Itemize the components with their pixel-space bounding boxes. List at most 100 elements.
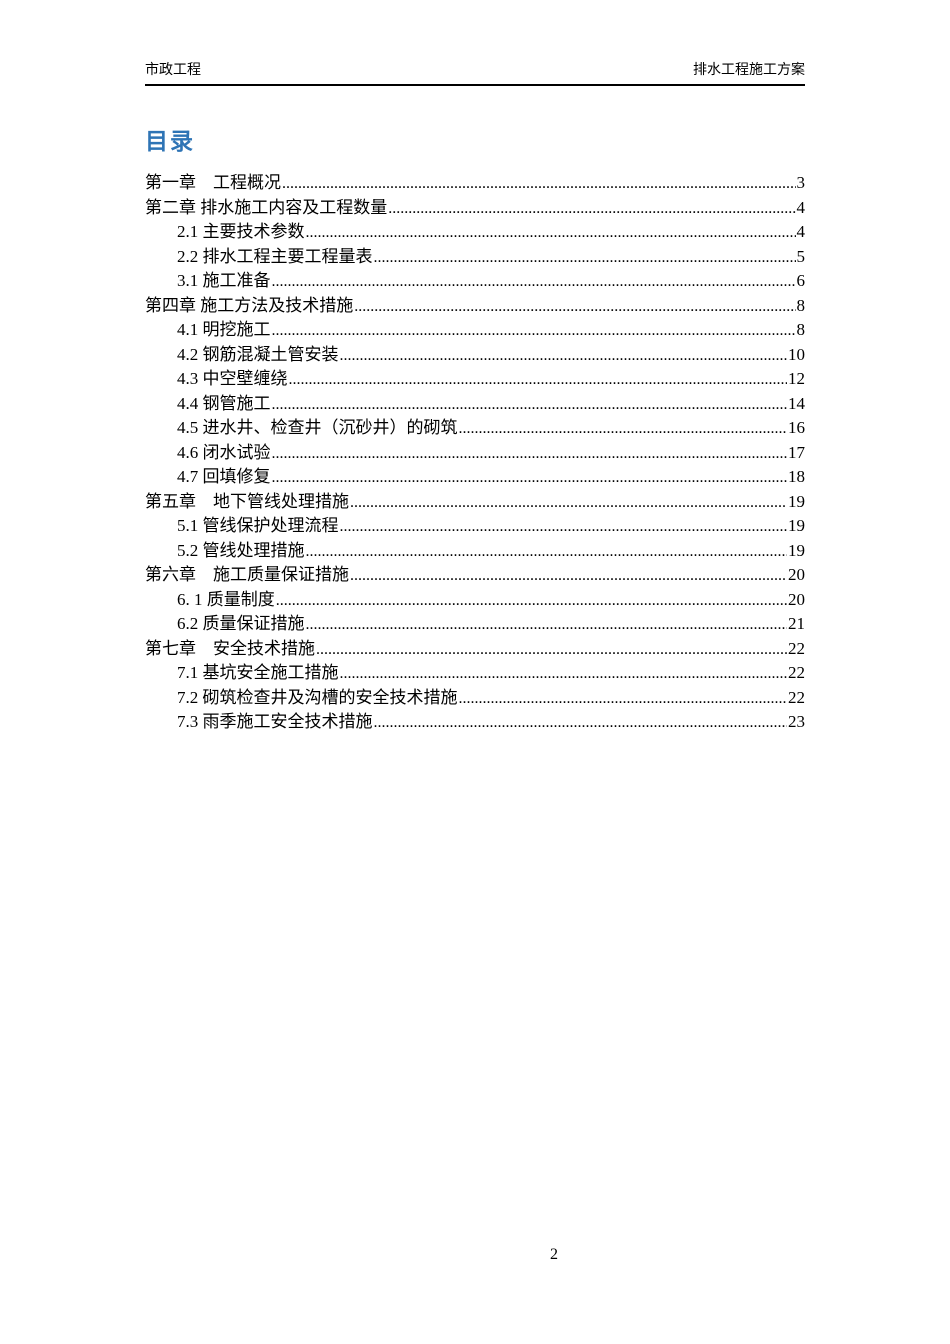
toc-leader-dots: ........................................… (373, 248, 796, 266)
page-header: 市政工程 排水工程施工方案 (145, 62, 805, 86)
toc-entry: 第一章 工程概况................................… (145, 171, 805, 196)
toc-entry-title: 6. 1 质量制度 (177, 589, 275, 609)
toc-entry: 第六章 施工质量保证措施............................… (145, 563, 805, 588)
toc-page-number: 19 (788, 491, 805, 511)
toc-page-number: 16 (788, 418, 805, 437)
footer-page-number: 2 (550, 1246, 558, 1263)
toc-page-number: 22 (788, 687, 805, 707)
toc-entry: 4.4 钢管施工................................… (145, 392, 805, 417)
toc-page-number: 3 (796, 173, 806, 192)
toc-entry: 5.1 管线保护处理流程............................… (145, 514, 805, 539)
toc-title: 目录 (145, 128, 195, 154)
toc-entry-title: 4.2 钢筋混凝土管安装 (177, 344, 339, 364)
toc-leader-dots: ........................................… (305, 542, 788, 560)
toc-entry-title: 3.1 施工准备 (177, 271, 271, 290)
toc-leader-dots: ........................................… (388, 199, 796, 217)
toc-entry: 4.2 钢筋混凝土管安装............................… (145, 343, 805, 368)
toc-entry-title: 第二章 排水施工内容及工程数量 (145, 197, 388, 217)
toc-page-number: 22 (788, 663, 805, 682)
toc-entry: 6.2 质量保证措施..............................… (145, 612, 805, 637)
toc-page-number: 12 (788, 369, 805, 388)
toc-entry-title: 第七章 安全技术措施 (145, 638, 315, 658)
toc-page-number: 6 (796, 271, 806, 290)
toc-entry-title: 4.6 闭水试验 (177, 442, 271, 462)
toc-entry-title: 4.3 中空壁缠绕 (177, 369, 288, 388)
toc-page-number: 8 (796, 320, 806, 339)
toc-leader-dots: ........................................… (271, 273, 796, 290)
toc-leader-dots: ........................................… (316, 640, 787, 658)
toc-leader-dots: ........................................… (288, 371, 788, 388)
toc-leader-dots: ........................................… (458, 689, 788, 707)
toc-leader-dots: ........................................… (305, 616, 788, 633)
toc-entry: 4.5 进水井、检查井（沉砂井）的砌筑.....................… (145, 416, 805, 441)
toc-leader-dots: ........................................… (271, 395, 788, 413)
toc-entry-title: 4.7 回填修复 (177, 467, 271, 486)
toc-entry: 6. 1 质量制度...............................… (145, 588, 805, 613)
toc-leader-dots: ........................................… (282, 175, 796, 192)
toc-entry: 4.7 回填修复................................… (145, 465, 805, 490)
toc-entry: 4.1 明挖施工................................… (145, 318, 805, 343)
toc-leader-dots: ........................................… (271, 444, 788, 462)
toc-leader-dots: ........................................… (339, 518, 788, 535)
toc-page-number: 4 (796, 222, 806, 241)
toc-entry: 第七章 安全技术措施..............................… (145, 637, 805, 662)
toc-page-number: 21 (788, 614, 805, 633)
toc-entry: 3.1 施工准备................................… (145, 269, 805, 294)
toc-entry-title: 4.1 明挖施工 (177, 320, 271, 339)
toc-leader-dots: ........................................… (373, 714, 788, 731)
toc-leader-dots: ........................................… (275, 591, 787, 609)
toc-leader-dots: ........................................… (305, 224, 796, 241)
toc-entry: 第五章 地下管线处理措施............................… (145, 490, 805, 515)
toc-entry-title: 2.1 主要技术参数 (177, 222, 305, 241)
toc-leader-dots: ........................................… (458, 420, 788, 437)
toc-entry-title: 5.1 管线保护处理流程 (177, 516, 339, 535)
toc-entry-title: 7.3 雨季施工安全技术措施 (177, 712, 373, 731)
toc-entry: 2.2 排水工程主要工程量表..........................… (145, 245, 805, 270)
header-left-text: 市政工程 (145, 63, 201, 78)
toc-entry-title: 第六章 施工质量保证措施 (145, 565, 349, 584)
toc-page-number: 20 (788, 589, 805, 609)
toc-page-number: 23 (788, 712, 805, 731)
toc-page-number: 22 (788, 638, 805, 658)
toc-entry: 4.6 闭水试验................................… (145, 441, 805, 466)
toc-entry-title: 2.2 排水工程主要工程量表 (177, 246, 373, 266)
toc-entry: 7.2 砌筑检查井及沟槽的安全技术措施.....................… (145, 686, 805, 711)
toc-leader-dots: ........................................… (339, 665, 788, 682)
toc-entry-title: 7.1 基坑安全施工措施 (177, 663, 339, 682)
toc-entry-title: 4.4 钢管施工 (177, 393, 271, 413)
toc-page-number: 20 (788, 565, 805, 584)
toc-entry: 第二章 排水施工内容及工程数量.........................… (145, 196, 805, 221)
toc-page-number: 17 (788, 442, 805, 462)
toc-page-number: 8 (796, 295, 806, 315)
toc-page-number: 19 (788, 540, 805, 560)
toc-entry-title: 第四章 施工方法及技术措施 (145, 295, 354, 315)
toc-leader-dots: ........................................… (271, 469, 788, 486)
toc-page-number: 10 (788, 344, 805, 364)
toc-leader-dots: ........................................… (350, 493, 787, 511)
page-footer: 2 (550, 1245, 558, 1265)
toc-entry: 4.3 中空壁缠绕...............................… (145, 367, 805, 392)
header-right-text: 排水工程施工方案 (693, 63, 805, 78)
toc-entry-title: 5.2 管线处理措施 (177, 540, 305, 560)
toc-entry-title: 第五章 地下管线处理措施 (145, 491, 349, 511)
toc-entry-title: 4.5 进水井、检查井（沉砂井）的砌筑 (177, 418, 458, 437)
toc-leader-dots: ........................................… (350, 567, 787, 584)
toc-page-number: 18 (788, 467, 805, 486)
toc-leader-dots: ........................................… (354, 297, 796, 315)
toc-page-number: 5 (796, 246, 806, 266)
toc-page-number: 14 (788, 393, 805, 413)
toc-entry: 5.2 管线处理措施..............................… (145, 539, 805, 564)
toc-entry-title: 第一章 工程概况 (145, 173, 281, 192)
toc-entry-title: 6.2 质量保证措施 (177, 614, 305, 633)
toc-page-number: 4 (796, 197, 806, 217)
toc-entry: 7.3 雨季施工安全技术措施..........................… (145, 710, 805, 735)
toc-list: 第一章 工程概况................................… (145, 171, 805, 735)
toc-entry: 7.1 基坑安全施工措施............................… (145, 661, 805, 686)
toc-entry: 2.1 主要技术参数..............................… (145, 220, 805, 245)
toc-page-number: 19 (788, 516, 805, 535)
toc-entry-title: 7.2 砌筑检查井及沟槽的安全技术措施 (177, 687, 458, 707)
toc-leader-dots: ........................................… (271, 322, 796, 339)
toc-entry: 第四章 施工方法及技术措施...........................… (145, 294, 805, 319)
toc-leader-dots: ........................................… (339, 346, 788, 364)
